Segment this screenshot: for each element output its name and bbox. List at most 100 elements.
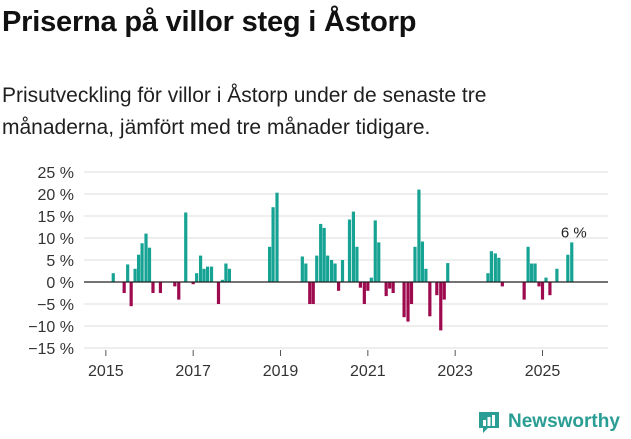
bar-positive	[497, 257, 501, 282]
bar-negative	[336, 282, 341, 291]
y-tick-label: 10 %	[38, 231, 74, 248]
bar-positive	[205, 266, 210, 282]
bar-positive	[271, 207, 275, 282]
bar-positive	[304, 263, 308, 282]
x-tick-label: 2023	[437, 363, 473, 380]
bar-positive	[184, 212, 188, 282]
y-tick-label: 20 %	[38, 187, 74, 204]
bar-positive	[267, 246, 272, 282]
bar-layer	[111, 189, 574, 331]
bar-positive	[340, 260, 345, 282]
y-tick-label: 5 %	[46, 253, 74, 270]
bar-positive	[420, 241, 425, 282]
bar-positive	[144, 233, 148, 282]
bar-negative	[129, 282, 133, 307]
bar-negative	[388, 282, 392, 289]
bar-negative	[191, 282, 195, 285]
bar-positive	[329, 260, 334, 282]
bar-negative	[308, 282, 312, 304]
axis-layer	[84, 281, 608, 356]
bar-positive	[493, 253, 497, 282]
bar-positive	[315, 255, 319, 282]
bar-positive	[566, 254, 570, 282]
x-tick-label: 2021	[350, 363, 386, 380]
y-tick-label: 25 %	[38, 165, 74, 182]
label-layer: −15 % −10 % −5 % 0 % 5 % 10 % 15 % 20 % 25 % 2015…	[28, 165, 586, 380]
x-tick-label: 2015	[88, 363, 124, 380]
bar-negative	[409, 282, 414, 304]
bar-negative	[442, 282, 446, 300]
y-tick-label: −15 %	[28, 341, 74, 358]
x-tick-label: 2019	[263, 363, 299, 380]
bar-positive	[136, 254, 141, 282]
bar-positive	[369, 277, 373, 282]
bar-negative	[402, 282, 406, 318]
bar-positive	[570, 242, 574, 282]
bar-chart-icon	[479, 412, 499, 433]
bar-positive	[544, 277, 548, 282]
data-label: 6 %	[561, 225, 587, 242]
bar-negative	[500, 282, 504, 287]
newsworthy-logo: Newsworthy	[476, 408, 620, 436]
bar-chart: −15 % −10 % −5 % 0 % 5 % 10 % 15 % 20 % 25 % 2015…	[28, 165, 608, 380]
bar-positive	[347, 219, 352, 282]
x-tick-label: 2017	[175, 363, 211, 380]
bar-negative	[122, 282, 126, 293]
brand-name: Newsworthy	[508, 411, 620, 432]
bar-positive	[209, 266, 214, 282]
bar-positive	[133, 268, 137, 282]
bar-negative	[406, 282, 410, 322]
bar-positive	[275, 192, 279, 282]
bar-negative	[435, 282, 439, 296]
bar-negative	[537, 282, 541, 287]
bar-positive	[533, 263, 537, 282]
bar-positive	[198, 255, 203, 282]
chart-subtitle: Prisutveckling för villor i Åstorp under…	[2, 84, 487, 139]
y-tick-label: −10 %	[28, 319, 74, 336]
bar-negative	[439, 282, 443, 331]
bar-negative	[151, 282, 155, 293]
bar-positive	[126, 264, 130, 282]
bar-positive	[377, 242, 381, 282]
bar-positive	[355, 246, 359, 282]
y-tick-label: 0 %	[46, 275, 74, 292]
bar-positive	[446, 263, 450, 282]
y-tick-label: −5 %	[37, 297, 74, 314]
bar-positive	[489, 251, 494, 282]
bar-positive	[322, 227, 326, 282]
bar-positive	[486, 273, 490, 282]
bar-positive	[195, 273, 199, 282]
bar-negative	[540, 282, 545, 300]
bar-positive	[140, 243, 144, 282]
bar-positive	[526, 246, 530, 282]
bar-positive	[373, 220, 377, 282]
bar-negative	[548, 282, 552, 296]
bar-negative	[311, 282, 315, 304]
bar-negative	[384, 282, 388, 297]
grid-layer	[84, 171, 608, 349]
bar-positive	[227, 268, 232, 282]
bar-positive	[351, 211, 356, 282]
bar-positive	[555, 268, 559, 282]
bar-positive	[220, 279, 225, 282]
bar-positive	[333, 263, 337, 282]
y-tick-label: 15 %	[38, 209, 74, 226]
bar-negative	[358, 282, 363, 288]
bar-negative	[216, 282, 221, 304]
bar-positive	[529, 263, 534, 282]
bar-positive	[413, 246, 417, 282]
x-tick-label: 2025	[525, 363, 561, 380]
bar-negative	[362, 282, 366, 304]
bar-positive	[417, 189, 421, 282]
bar-positive	[319, 223, 323, 282]
bar-positive	[424, 268, 428, 282]
bar-positive	[300, 256, 304, 282]
bar-positive	[224, 263, 228, 282]
bar-negative	[428, 282, 432, 317]
bar-positive	[326, 255, 330, 282]
bar-positive	[147, 247, 152, 282]
bar-negative	[391, 282, 395, 293]
bar-negative	[522, 282, 526, 300]
chart-title: Priserna på villor steg i Åstorp	[2, 6, 417, 38]
bar-negative	[173, 282, 177, 287]
